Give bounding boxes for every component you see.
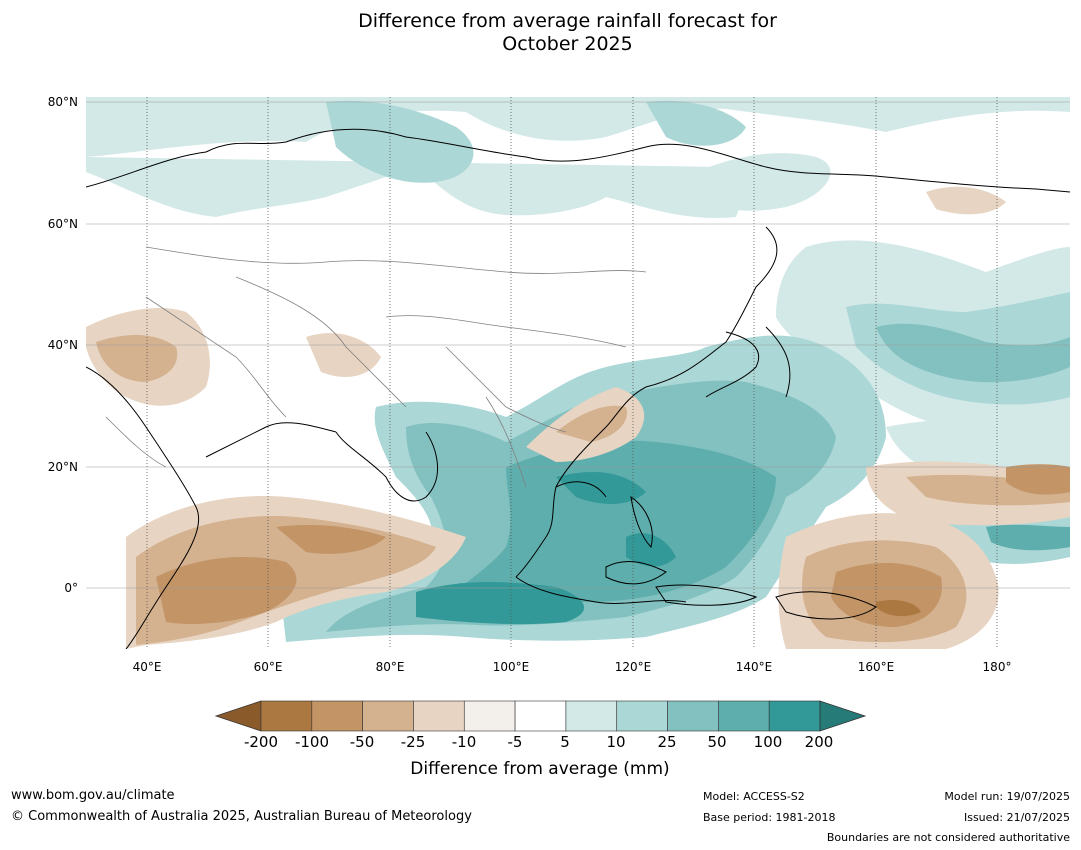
colorbar-tick: -100 [294, 733, 330, 751]
colorbar-tick: 10 [606, 733, 626, 751]
rainfall-map [86, 97, 1070, 649]
map-title: Difference from average rainfall forecas… [0, 10, 1081, 56]
colorbar-tick: 5 [560, 733, 570, 751]
lon-label-80e: 80°E [375, 660, 405, 674]
lat-label-20n: 20°N [47, 460, 78, 474]
latitude-lines [86, 101, 1070, 589]
colorbar-swatch [260, 700, 313, 732]
colorbar-label: Difference from average (mm) [410, 759, 670, 779]
lon-label-40e: 40°E [132, 660, 162, 674]
rainfall-map-canvas [86, 97, 1070, 649]
lat-label-80n: 80°N [47, 95, 78, 109]
colorbar [214, 700, 867, 732]
colorbar-tick: 100 [753, 733, 783, 751]
colorbar-swatch [311, 700, 363, 732]
lon-label-180: 180° [982, 660, 1012, 674]
lat-label-40n: 40°N [47, 338, 78, 352]
colorbar-swatch [718, 700, 770, 732]
colorbar-swatch [463, 700, 516, 732]
colorbar-tick: 25 [657, 733, 677, 751]
colorbar-tick: -200 [243, 733, 279, 751]
dry-anomaly-central-pacific [778, 461, 1070, 649]
disclaimer-text: Boundaries are not considered authoritat… [826, 831, 1070, 844]
base-period-text: Base period: 1981-2018 [703, 811, 836, 824]
colorbar-tick: -50 [349, 733, 375, 751]
wet-anomaly-north-pacific [776, 240, 1070, 433]
colorbar-tick: -10 [451, 733, 477, 751]
lat-label-0: 0° [64, 581, 78, 595]
map-title-line-1: Difference from average rainfall forecas… [358, 10, 777, 32]
country-boundaries [105, 246, 647, 488]
colorbar-swatches [260, 700, 821, 732]
lon-label-120e: 120°E [614, 660, 652, 674]
model-run-text: Model run: 19/07/2025 [944, 790, 1070, 803]
dry-anomaly-asia [86, 186, 1006, 462]
graticule [146, 97, 998, 649]
lon-label-160e: 160°E [857, 660, 895, 674]
website-link[interactable]: www.bom.gov.au/climate [11, 788, 175, 803]
issued-text: Issued: 21/07/2025 [963, 811, 1070, 824]
colorbar-swatch [413, 700, 465, 732]
coastlines [86, 128, 1070, 649]
colorbar-swatch [565, 700, 618, 732]
map-title-line-2: October 2025 [502, 33, 633, 55]
lon-label-60e: 60°E [253, 660, 283, 674]
copyright-text: © Commonwealth of Australia 2025, Austra… [11, 809, 472, 824]
colorbar-over-arrow [819, 700, 867, 732]
colorbar-swatch [362, 700, 414, 732]
colorbar-under-arrow [214, 700, 262, 732]
colorbar-swatch [667, 700, 719, 732]
colorbar-tick: 200 [804, 733, 834, 751]
lon-label-140e: 140°E [735, 660, 773, 674]
dry-anomaly-indian-ocean [126, 496, 466, 649]
colorbar-tick: -25 [400, 733, 426, 751]
colorbar-swatch [768, 700, 821, 732]
colorbar-tick: 50 [707, 733, 727, 751]
colorbar-tick: -5 [507, 733, 523, 751]
wet-anomaly-north [86, 97, 1070, 218]
lon-label-100e: 100°E [492, 660, 530, 674]
colorbar-swatch [616, 700, 668, 732]
lat-label-60n: 60°N [47, 217, 78, 231]
model-text: Model: ACCESS-S2 [703, 790, 805, 803]
colorbar-swatch [514, 700, 567, 732]
